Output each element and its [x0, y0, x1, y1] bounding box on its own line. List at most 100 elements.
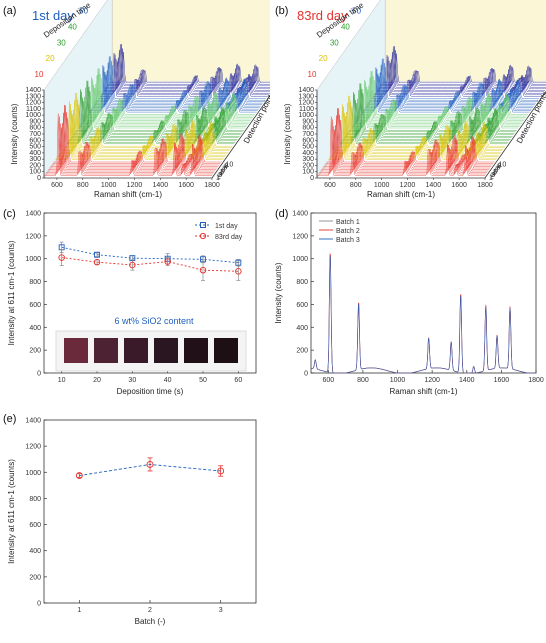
spectrum-trace: [46, 123, 215, 173]
sample-swatch: [94, 338, 118, 363]
panel-d-chart: (d) 600 800 1000 1200 1400 1600 1800 0 200 400 600…: [274, 208, 544, 396]
deposition-group-label: 30: [57, 38, 66, 47]
detection-tick-label: 3: [491, 172, 495, 179]
sample-swatch: [214, 338, 238, 363]
x-tick-label: 1600: [178, 182, 194, 189]
y-tick-label: 500: [302, 144, 314, 151]
sample-swatch: [184, 338, 208, 363]
detection-tick-label: 10: [498, 162, 506, 169]
y-tick-label: 0: [37, 371, 41, 378]
legend-label: Batch 2: [336, 228, 360, 235]
x-tick-label: 1800: [528, 377, 544, 384]
legend-label: 83rd day: [215, 234, 243, 241]
detection-tick-label: 2: [217, 174, 221, 181]
x-axis-label: Deposition time (s): [117, 387, 184, 396]
deposition-group-label: 40: [68, 22, 77, 31]
spectrum-trace: [48, 122, 217, 170]
y-tick-label: 0: [304, 371, 308, 378]
y-tick-label: 1000: [292, 256, 308, 263]
data-point-square: [94, 251, 100, 258]
y-axis-label: Intensity (counts): [10, 103, 19, 164]
x-tick-label: 1200: [424, 377, 440, 384]
y-tick-label: 1100: [26, 106, 41, 113]
x-axis-label: Raman shift (cm-1): [389, 387, 457, 396]
detection-tick-label: 4: [492, 171, 496, 178]
deposition-group-label: 30: [330, 38, 339, 47]
deposition-group-label: 10: [308, 70, 317, 79]
y-tick-label: 100: [29, 169, 41, 176]
data-point: [217, 467, 225, 475]
spectrum-trace: [320, 129, 489, 172]
y-tick-label: 1300: [298, 93, 314, 100]
x-tick-label: 30: [128, 377, 136, 384]
y-tick-label: 600: [29, 522, 41, 529]
y-tick-label: 700: [302, 131, 314, 138]
detection-tick-label: 2: [490, 174, 494, 181]
detection-tick-label: 6: [494, 168, 498, 175]
data-point-circle: [129, 261, 136, 269]
spectrum-trace: [322, 115, 491, 169]
y-tick-label: 400: [302, 150, 314, 157]
y-tick-label: 1200: [25, 233, 41, 240]
back-wall: [384, 0, 546, 82]
x-tick-label: 1000: [101, 182, 117, 189]
spectrum-trace: [89, 66, 258, 111]
x-tick-label: 1800: [204, 182, 220, 189]
panel-e-label: (e): [3, 413, 16, 425]
y-tick-label: 1200: [25, 100, 41, 107]
detection-tick-label: 5: [493, 169, 497, 176]
x-tick-label: 800: [77, 182, 89, 189]
y-tick-label: 600: [302, 137, 314, 144]
detection-tick-label: 7: [495, 166, 499, 173]
depth-axis-line: [211, 94, 270, 179]
y-axis-label: Intensity (counts): [274, 262, 283, 323]
panel-b-label: (b): [275, 5, 288, 17]
x-tick-label: 1200: [400, 182, 416, 189]
y-tick-label: 700: [29, 131, 41, 138]
y-tick-label: 1200: [298, 100, 314, 107]
y-tick-label: 1400: [25, 87, 41, 94]
data-point-circle: [164, 258, 171, 265]
deposition-group-label: 20: [319, 54, 328, 63]
y-tick-label: 600: [296, 302, 308, 309]
y-tick-label: 200: [29, 162, 41, 169]
y-tick-label: 800: [29, 125, 41, 132]
x-tick-label: 10: [58, 377, 66, 384]
legend-label: Batch 1: [336, 219, 360, 226]
detection-tick-label: 4: [219, 171, 223, 178]
y-tick-label: 0: [37, 601, 41, 608]
x-tick-label: 1800: [477, 182, 493, 189]
panel-a-label: (a): [3, 5, 16, 17]
x-tick-label: 800: [350, 182, 362, 189]
data-point-circle: [93, 258, 101, 266]
detection-tick-label: 7: [222, 166, 226, 173]
y-tick-label: 0: [310, 175, 314, 182]
y-tick-label: 800: [29, 496, 41, 503]
x-tick-label: 1200: [127, 182, 143, 189]
depth-axis-line: [484, 90, 546, 179]
deposition-group-label: 20: [46, 54, 55, 63]
spectrum-trace: [373, 56, 542, 96]
x-tick-label: 1400: [459, 377, 475, 384]
y-tick-label: 400: [29, 325, 41, 332]
y-tick-label: 1400: [292, 211, 308, 218]
x-tick-label: 600: [51, 182, 63, 189]
x-axis-label: Batch (-): [135, 617, 166, 626]
y-axis-label: Intensity at 611 cm-1 (counts): [7, 240, 16, 345]
spectrum-trace: [44, 113, 212, 176]
x-tick-label: 1400: [153, 182, 169, 189]
y-tick-label: 800: [302, 125, 314, 132]
spectrum-line: [311, 253, 536, 374]
plot-frame: [43, 212, 257, 374]
legend-label: 1st day: [215, 223, 238, 230]
x-tick-label: 1400: [426, 182, 442, 189]
x-tick-label: 1: [77, 607, 81, 614]
sample-swatch: [154, 338, 178, 363]
panel-b-title: 83rd day: [297, 8, 348, 23]
panel-e-chart: (e) 1 2 3 0 200 400 600 800 1000 1200 1400 Batch (-…: [3, 413, 257, 626]
data-point: [146, 460, 154, 468]
y-tick-label: 300: [302, 156, 314, 163]
x-tick-label: 1000: [390, 377, 406, 384]
x-tick-label: 60: [234, 377, 242, 384]
y-tick-label: 1400: [25, 418, 41, 425]
